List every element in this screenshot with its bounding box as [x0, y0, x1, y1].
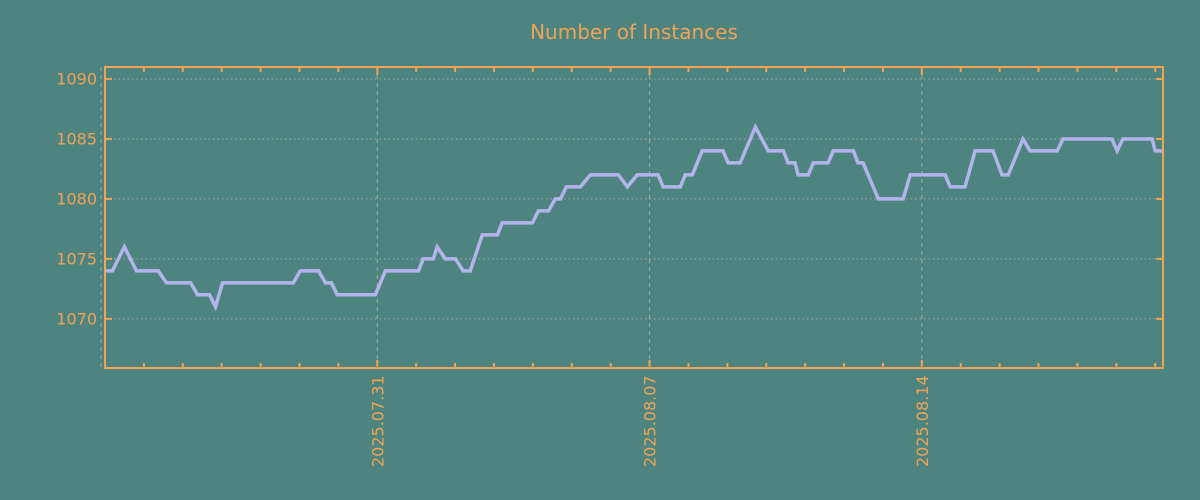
plot-border: [104, 66, 1164, 369]
y-tick-label: 1080: [56, 189, 97, 208]
series-line-instances: [105, 122, 1163, 312]
gridlines-layer: [100, 67, 1163, 368]
axes-layer: [104, 66, 1164, 369]
chart-title: Number of Instances: [530, 20, 738, 44]
series-layer: [105, 122, 1163, 312]
x-tick-label: 2025.08.07: [641, 375, 660, 467]
axis-labels-layer: 1070 1075 1080 1085 1090 2025.07.31 2025.08.07…: [56, 69, 932, 467]
y-tick-label: 1090: [56, 69, 97, 88]
y-tick-label: 1075: [56, 249, 97, 268]
y-tick-label: 1070: [56, 309, 97, 328]
x-tick-label: 2025.07.31: [368, 375, 387, 467]
x-tick-label: 2025.08.14: [913, 375, 932, 467]
y-tick-label: 1085: [56, 129, 97, 148]
